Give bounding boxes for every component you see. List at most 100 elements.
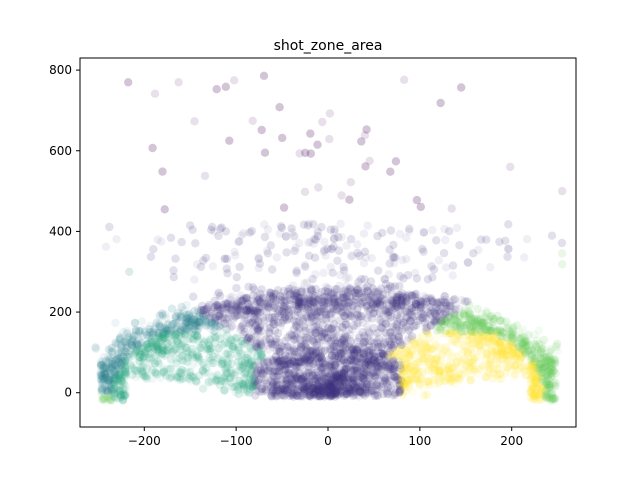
scatter-point bbox=[316, 358, 325, 368]
scatter-point bbox=[449, 295, 458, 304]
scatter-point bbox=[445, 297, 455, 307]
scatter-point bbox=[196, 335, 205, 344]
scatter-point bbox=[228, 344, 237, 353]
scatter-point bbox=[268, 343, 277, 352]
scatter-point bbox=[212, 377, 221, 386]
scatter-point bbox=[248, 116, 257, 126]
scatter-point bbox=[170, 327, 179, 336]
scatter-point bbox=[324, 361, 334, 370]
scatter-point bbox=[482, 306, 491, 316]
scatter-point bbox=[465, 357, 475, 366]
scatter-point bbox=[250, 355, 259, 364]
scatter-point bbox=[333, 376, 342, 385]
scatter-point bbox=[361, 382, 370, 392]
scatter-point bbox=[335, 281, 344, 290]
scatter-point bbox=[213, 303, 222, 312]
scatter-point bbox=[298, 383, 307, 392]
scatter-point bbox=[120, 366, 130, 376]
scatter-point bbox=[342, 291, 351, 301]
scatter-point bbox=[286, 295, 295, 304]
scatter-point bbox=[299, 355, 308, 364]
scatter-point bbox=[313, 391, 322, 400]
scatter-point bbox=[260, 220, 269, 229]
scatter-point bbox=[304, 238, 313, 247]
scatter-point bbox=[223, 344, 232, 353]
scatter-point bbox=[264, 298, 273, 308]
scatter-point bbox=[427, 297, 436, 306]
scatter-point bbox=[289, 344, 299, 353]
scatter-point bbox=[400, 371, 409, 380]
scatter-point bbox=[219, 309, 228, 319]
scatter-point bbox=[178, 322, 188, 331]
scatter-point bbox=[306, 357, 315, 366]
scatter-point bbox=[196, 315, 205, 325]
scatter-point bbox=[402, 296, 411, 306]
scatter-point bbox=[457, 370, 466, 379]
scatter-point bbox=[312, 297, 321, 306]
scatter-point bbox=[404, 379, 414, 388]
scatter-point bbox=[318, 117, 327, 127]
scatter-point bbox=[352, 384, 361, 393]
scatter-point bbox=[413, 300, 422, 310]
scatter-point bbox=[299, 384, 308, 393]
scatter-point bbox=[526, 357, 535, 366]
scatter-point bbox=[293, 286, 303, 295]
scatter-point bbox=[533, 384, 542, 394]
scatter-point bbox=[164, 328, 174, 337]
scatter-point bbox=[535, 353, 544, 363]
scatter-point bbox=[381, 334, 390, 344]
scatter-point bbox=[106, 380, 116, 390]
scatter-point bbox=[286, 389, 295, 398]
scatter-point bbox=[105, 383, 115, 392]
scatter-point bbox=[157, 237, 166, 246]
scatter-point bbox=[133, 345, 142, 355]
scatter-point bbox=[286, 365, 295, 375]
scatter-point bbox=[318, 369, 327, 378]
scatter-point bbox=[260, 232, 270, 242]
scatter-point bbox=[413, 300, 422, 309]
scatter-point bbox=[371, 358, 380, 368]
scatter-point bbox=[367, 253, 376, 263]
scatter-point bbox=[320, 291, 329, 300]
scatter-point bbox=[399, 368, 408, 377]
scatter-point bbox=[477, 321, 486, 330]
scatter-point bbox=[225, 296, 235, 305]
scatter-point bbox=[314, 359, 324, 369]
scatter-point bbox=[373, 309, 382, 318]
scatter-point bbox=[99, 393, 109, 402]
scatter-point bbox=[111, 356, 120, 365]
scatter-point bbox=[363, 298, 372, 308]
scatter-point bbox=[173, 374, 182, 383]
scatter-point bbox=[512, 366, 522, 375]
scatter-point bbox=[267, 364, 277, 373]
scatter-point bbox=[235, 300, 244, 309]
scatter-point bbox=[435, 366, 444, 375]
scatter-point bbox=[544, 394, 554, 403]
scatter-point bbox=[284, 359, 293, 368]
scatter-point bbox=[398, 255, 407, 265]
scatter-point bbox=[278, 133, 287, 143]
scatter-point bbox=[389, 302, 398, 311]
scatter-point bbox=[420, 338, 429, 348]
scatter-point bbox=[146, 356, 156, 365]
scatter-point bbox=[262, 302, 271, 311]
scatter-point bbox=[323, 327, 332, 337]
scatter-point bbox=[332, 348, 341, 357]
scatter-point bbox=[174, 348, 184, 357]
scatter-point bbox=[325, 325, 334, 334]
scatter-point bbox=[225, 340, 234, 350]
scatter-point bbox=[517, 345, 527, 354]
scatter-point bbox=[532, 336, 542, 345]
scatter-point bbox=[332, 370, 342, 380]
scatter-point bbox=[429, 344, 438, 353]
scatter-point bbox=[305, 386, 314, 396]
scatter-point bbox=[204, 369, 213, 378]
scatter-point bbox=[173, 337, 182, 346]
scatter-point bbox=[527, 350, 537, 359]
scatter-point bbox=[109, 370, 119, 379]
scatter-point bbox=[111, 383, 121, 393]
scatter-point bbox=[362, 365, 372, 374]
scatter-point bbox=[194, 312, 204, 321]
scatter-point bbox=[253, 369, 262, 378]
